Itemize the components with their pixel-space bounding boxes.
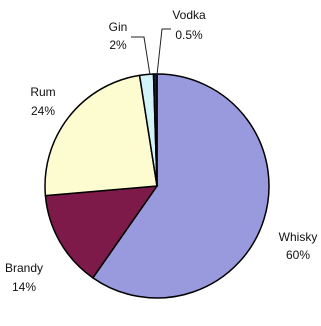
slice-label-whisky: Whisky (279, 230, 318, 244)
slice-brandy (44, 185, 159, 279)
slice-value-vodka: 0.5% (175, 28, 203, 42)
leader-line-gin (131, 36, 151, 76)
slice-labels: Whisky 60% Brandy 14% Rum 24% Gin 2% Vodka 0.5% (5, 8, 317, 294)
leader-line-vodka (156, 28, 171, 76)
slice-value-whisky: 60% (286, 248, 310, 262)
leader-lines (131, 28, 171, 76)
slice-label-brandy: Brandy (5, 261, 43, 275)
pie-slices (44, 73, 270, 299)
slice-label-gin: Gin (109, 20, 128, 34)
slice-whisky (91, 73, 270, 299)
slice-value-brandy: 14% (12, 280, 36, 294)
slice-value-rum: 24% (31, 104, 55, 118)
slice-rum (44, 74, 158, 197)
slice-label-vodka: Vodka (172, 8, 206, 22)
slice-label-rum: Rum (30, 85, 55, 99)
slice-value-gin: 2% (109, 38, 127, 52)
